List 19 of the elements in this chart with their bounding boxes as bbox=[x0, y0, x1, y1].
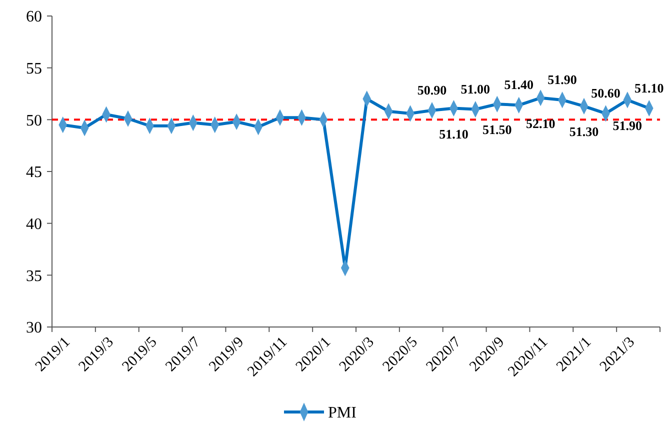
data-label: 51.90 bbox=[548, 72, 577, 87]
data-label: 51.90 bbox=[612, 118, 642, 133]
y-tick-label: 40 bbox=[26, 216, 42, 233]
y-tick-label: 55 bbox=[26, 60, 42, 78]
data-label: 51.50 bbox=[482, 122, 512, 138]
data-label: 51.40 bbox=[504, 77, 534, 92]
y-tick-label: 45 bbox=[26, 164, 42, 182]
data-label: 51.00 bbox=[460, 81, 490, 96]
y-tick-label: 60 bbox=[26, 8, 42, 26]
data-label: 52.10 bbox=[526, 116, 556, 131]
y-tick-label: 50 bbox=[26, 112, 42, 130]
data-label: 51.30 bbox=[569, 124, 599, 140]
data-label: 51.10 bbox=[439, 126, 468, 142]
data-label: 51.10 bbox=[634, 80, 664, 96]
legend-label: PMI bbox=[328, 404, 356, 422]
y-tick-label: 35 bbox=[26, 268, 42, 285]
data-label: 50.60 bbox=[591, 85, 620, 100]
y-tick-label: 30 bbox=[26, 320, 42, 337]
data-label: 50.90 bbox=[417, 82, 447, 98]
